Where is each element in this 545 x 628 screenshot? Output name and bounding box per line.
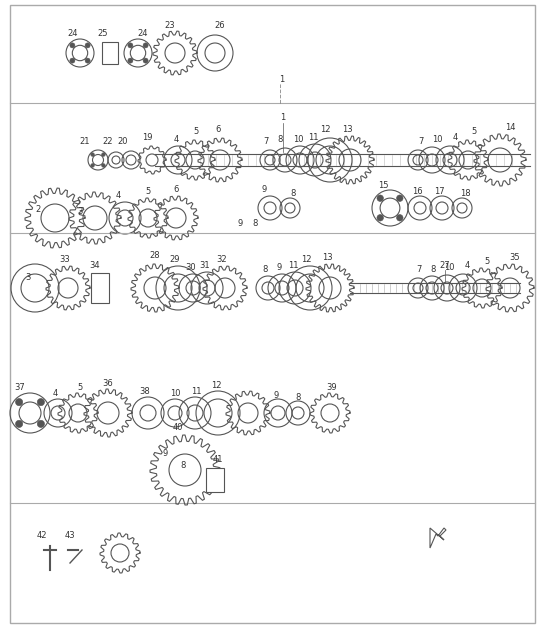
- Text: 8: 8: [277, 136, 283, 144]
- Text: 9: 9: [276, 264, 282, 273]
- Text: 6: 6: [215, 126, 221, 134]
- Text: 11: 11: [288, 261, 298, 271]
- Text: 25: 25: [98, 28, 108, 38]
- Text: 5: 5: [471, 127, 477, 136]
- Text: 39: 39: [326, 382, 337, 391]
- Text: 10: 10: [444, 264, 454, 273]
- Text: 1: 1: [280, 114, 286, 122]
- Text: 9: 9: [262, 185, 267, 195]
- Text: 42: 42: [37, 531, 47, 541]
- Text: 12: 12: [211, 381, 221, 389]
- Text: 30: 30: [186, 264, 196, 273]
- Text: 13: 13: [322, 254, 332, 263]
- Circle shape: [85, 43, 90, 48]
- Text: 24: 24: [68, 28, 78, 38]
- Text: 8: 8: [252, 219, 258, 227]
- Text: 3: 3: [25, 274, 31, 283]
- Text: 43: 43: [65, 531, 75, 541]
- Circle shape: [91, 153, 94, 156]
- Text: 36: 36: [102, 379, 113, 387]
- Bar: [91, 273, 109, 303]
- Text: 4: 4: [116, 192, 120, 200]
- Text: 24: 24: [138, 28, 148, 38]
- Text: 37: 37: [15, 382, 26, 391]
- Text: 23: 23: [165, 21, 175, 30]
- Text: 33: 33: [59, 256, 70, 264]
- Text: 8: 8: [431, 266, 435, 274]
- Circle shape: [128, 58, 133, 63]
- Circle shape: [397, 195, 403, 202]
- Text: 5: 5: [193, 127, 198, 136]
- Text: 8: 8: [290, 190, 296, 198]
- Text: 17: 17: [434, 188, 444, 197]
- Text: 40: 40: [173, 423, 183, 433]
- Text: 5: 5: [146, 188, 150, 197]
- Circle shape: [377, 195, 384, 202]
- Circle shape: [37, 399, 45, 406]
- Bar: [102, 42, 118, 64]
- Circle shape: [102, 153, 105, 156]
- Text: 7: 7: [416, 266, 422, 274]
- Text: 8: 8: [295, 392, 301, 401]
- Text: 22: 22: [103, 138, 113, 146]
- Text: 9: 9: [274, 391, 278, 399]
- Text: 8: 8: [262, 266, 268, 274]
- Text: 20: 20: [118, 138, 128, 146]
- Text: 35: 35: [510, 254, 520, 263]
- Circle shape: [15, 399, 23, 406]
- Text: 38: 38: [140, 386, 150, 396]
- Circle shape: [102, 164, 105, 167]
- Text: 7: 7: [419, 138, 423, 146]
- Text: 9: 9: [162, 448, 168, 458]
- Circle shape: [128, 43, 133, 48]
- Text: 4: 4: [464, 261, 470, 271]
- Circle shape: [397, 215, 403, 221]
- Text: 21: 21: [80, 138, 90, 146]
- Text: 18: 18: [459, 190, 470, 198]
- Circle shape: [70, 43, 75, 48]
- Text: 2: 2: [35, 205, 41, 215]
- Text: 10: 10: [432, 136, 442, 144]
- Circle shape: [377, 215, 384, 221]
- Text: 5: 5: [485, 257, 489, 266]
- Text: 7: 7: [263, 138, 269, 146]
- Text: 6: 6: [173, 185, 179, 195]
- Circle shape: [15, 420, 23, 428]
- Text: 19: 19: [142, 134, 152, 143]
- Text: 4: 4: [52, 389, 58, 398]
- Text: 10: 10: [293, 136, 303, 144]
- Circle shape: [143, 58, 148, 63]
- Text: 28: 28: [150, 251, 160, 261]
- Text: 4: 4: [452, 134, 458, 143]
- Text: 10: 10: [169, 389, 180, 398]
- Text: 13: 13: [342, 126, 352, 134]
- Text: 5: 5: [77, 382, 83, 391]
- Text: 9: 9: [238, 219, 243, 227]
- Text: 14: 14: [505, 124, 515, 133]
- Text: 31: 31: [199, 261, 210, 271]
- Text: 12: 12: [301, 256, 311, 264]
- Text: 15: 15: [378, 181, 388, 190]
- Text: 26: 26: [215, 21, 225, 30]
- FancyBboxPatch shape: [10, 5, 535, 623]
- Text: 29: 29: [169, 256, 180, 264]
- Text: 3: 3: [77, 207, 83, 217]
- Text: 8: 8: [180, 462, 186, 470]
- Text: 16: 16: [411, 188, 422, 197]
- Text: 32: 32: [217, 256, 227, 264]
- Text: 34: 34: [90, 261, 100, 271]
- Text: 41: 41: [213, 455, 223, 465]
- Text: 4: 4: [173, 136, 179, 144]
- Circle shape: [91, 164, 94, 167]
- Circle shape: [70, 58, 75, 63]
- Text: 11: 11: [191, 386, 201, 396]
- Text: 27: 27: [440, 261, 450, 271]
- Circle shape: [143, 43, 148, 48]
- Text: 11: 11: [308, 134, 318, 143]
- Circle shape: [37, 420, 45, 428]
- Circle shape: [85, 58, 90, 63]
- Bar: [206, 468, 224, 492]
- Text: 1: 1: [280, 75, 284, 85]
- Text: 12: 12: [320, 126, 330, 134]
